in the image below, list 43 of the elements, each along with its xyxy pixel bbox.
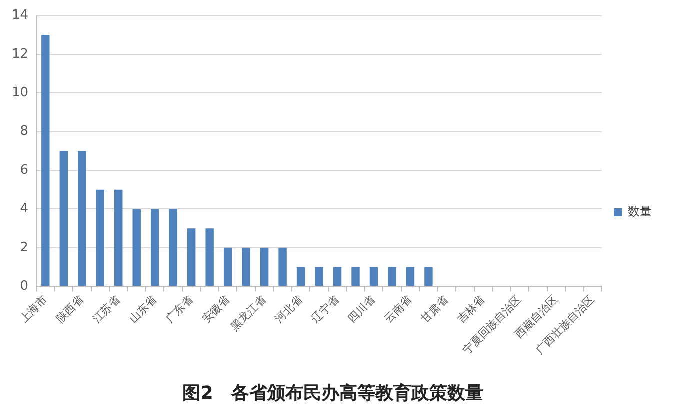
bar [78,151,86,286]
legend-label: 数量 [628,204,652,219]
x-tick-label: 广东省 [163,293,196,326]
bar [333,267,342,286]
bar [114,190,123,286]
bar [132,209,141,286]
bar [352,267,360,286]
y-tick-label: 14 [12,8,29,24]
x-tick-label: 四川省 [346,293,378,326]
bar [242,248,250,286]
x-tick-label: 吉林省 [455,293,488,326]
bar [151,209,160,286]
bar [206,228,214,286]
bar [187,228,196,286]
x-tick-label: 河北省 [272,293,306,326]
bar [370,267,378,286]
y-tick-label: 8 [20,124,29,140]
x-tick-label: 云南省 [382,293,415,326]
bar [60,151,68,286]
bar [96,190,104,286]
bar [296,267,306,286]
x-tick-label: 江苏省 [90,293,123,326]
y-tick-label: 10 [12,86,29,101]
y-tick-label: 12 [12,46,29,62]
bar [388,267,396,286]
bar [224,248,232,286]
bar [315,267,324,286]
text: 图2 各省颁布民办高等教育政策数量 [182,382,484,404]
bar [169,209,178,286]
x-tick-label: 山东省 [126,293,160,326]
y-tick-label: 4 [20,202,29,217]
y-tick-label: 2 [20,240,29,256]
y-tick-label: 6 [20,162,29,178]
x-tick-label: 辽宁省 [309,293,342,326]
x-tick-label: 上海市 [17,293,50,326]
bar [260,248,269,286]
bar [424,267,433,286]
x-tick-label: 陕西省 [54,293,86,326]
bar [406,267,415,286]
x-tick-label: 甘肃省 [418,293,452,326]
bar [42,35,50,286]
y-tick-label: 0 [20,278,29,294]
bar [278,248,287,286]
